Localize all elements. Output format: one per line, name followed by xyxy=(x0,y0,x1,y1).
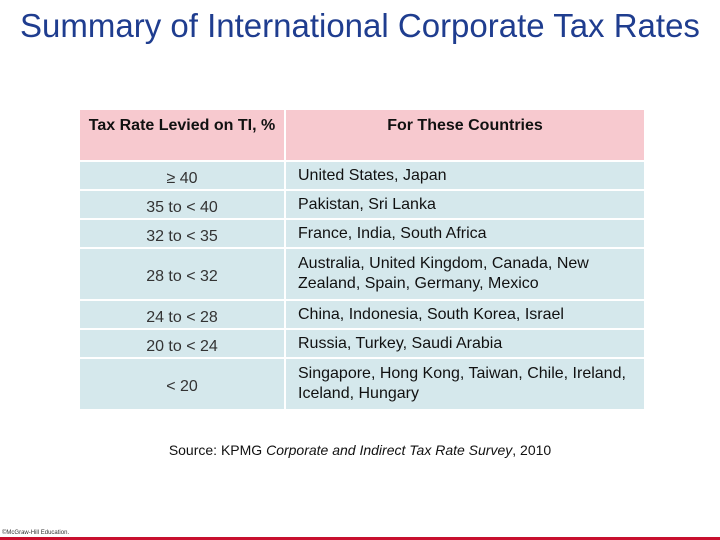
countries-cell: United States, Japan xyxy=(284,160,646,191)
countries-cell: Russia, Turkey, Saudi Arabia xyxy=(284,328,646,359)
rate-cell: 35 to < 40 xyxy=(78,189,286,220)
countries-cell: Singapore, Hong Kong, Taiwan, Chile, Ire… xyxy=(284,357,646,411)
footer-accent-bar xyxy=(0,537,720,540)
source-prefix: Source: KPMG xyxy=(168,442,267,458)
header-tax-rate: Tax Rate Levied on TI, % xyxy=(78,108,286,162)
rate-cell: 20 to < 24 xyxy=(78,328,286,359)
tax-rate-table: Tax Rate Levied on TI, % For These Count… xyxy=(78,108,646,411)
rate-cell: 24 to < 28 xyxy=(78,299,286,330)
header-countries: For These Countries xyxy=(284,108,646,162)
countries-cell: Pakistan, Sri Lanka xyxy=(284,189,646,220)
table-header-row: Tax Rate Levied on TI, % For These Count… xyxy=(78,108,646,162)
countries-cell: France, India, South Africa xyxy=(284,218,646,249)
rate-cell: ≥ 40 xyxy=(78,160,286,191)
rate-cell: 28 to < 32 xyxy=(78,247,286,301)
source-suffix: , 2010 xyxy=(512,442,552,458)
slide-title: Summary of International Corporate Tax R… xyxy=(20,7,700,44)
table-row: 20 to < 24 Russia, Turkey, Saudi Arabia xyxy=(78,328,646,359)
table-row: < 20 Singapore, Hong Kong, Taiwan, Chile… xyxy=(78,357,646,411)
countries-cell: Australia, United Kingdom, Canada, New Z… xyxy=(284,247,646,301)
table-row: 32 to < 35 France, India, South Africa xyxy=(78,218,646,249)
table-row: ≥ 40 United States, Japan xyxy=(78,160,646,191)
source-title: Corporate and Indirect Tax Rate Survey xyxy=(266,442,513,458)
table-row: 35 to < 40 Pakistan, Sri Lanka xyxy=(78,189,646,220)
table-row: 24 to < 28 China, Indonesia, South Korea… xyxy=(78,299,646,330)
source-citation: Source: KPMG Corporate and Indirect Tax … xyxy=(0,442,720,458)
copyright-notice: ©McGraw-Hill Education. xyxy=(2,530,70,536)
rate-cell: 32 to < 35 xyxy=(78,218,286,249)
countries-cell: China, Indonesia, South Korea, Israel xyxy=(284,299,646,330)
table-row: 28 to < 32 Australia, United Kingdom, Ca… xyxy=(78,247,646,301)
rate-cell: < 20 xyxy=(78,357,286,411)
